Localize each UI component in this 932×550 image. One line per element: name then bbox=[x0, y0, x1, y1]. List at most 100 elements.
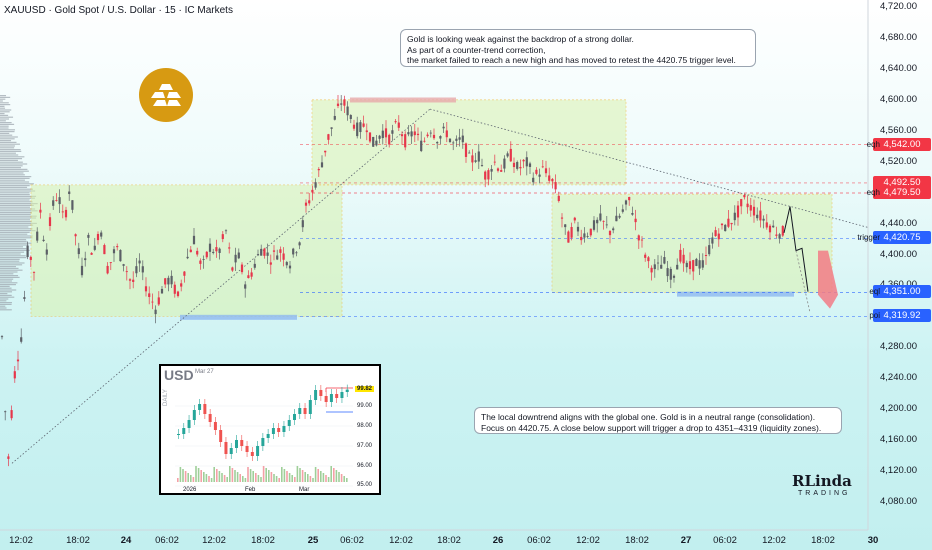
volume-profile-bar bbox=[0, 302, 12, 304]
volume-profile-bar bbox=[0, 168, 28, 170]
candle-body bbox=[45, 249, 48, 255]
inset-candle-body bbox=[287, 420, 291, 426]
inset-volume-bar bbox=[192, 477, 195, 482]
volume-profile-bar bbox=[0, 204, 34, 206]
volume-profile-bar bbox=[0, 253, 21, 255]
volume-profile-bar bbox=[0, 192, 30, 194]
x-tick-label: 26 bbox=[492, 535, 504, 546]
volume-profile-bar bbox=[0, 213, 31, 215]
candle-body bbox=[247, 275, 250, 279]
candle-body bbox=[276, 255, 279, 260]
x-tick-label: 12:02 bbox=[762, 535, 786, 546]
inset-candle-body bbox=[256, 446, 260, 456]
candle-body bbox=[624, 200, 628, 205]
inset-volume-bar bbox=[210, 478, 213, 482]
inset-candle-body bbox=[224, 442, 228, 454]
inset-volume-bar bbox=[262, 466, 265, 482]
candle-body bbox=[48, 217, 52, 226]
inset-volume-bar bbox=[286, 471, 288, 482]
candle-body bbox=[250, 272, 253, 277]
candle-body bbox=[704, 255, 708, 257]
volume-profile-bar bbox=[0, 161, 23, 163]
candle-body bbox=[125, 271, 128, 273]
volume-profile-bar bbox=[0, 266, 16, 268]
volume-profile-bar bbox=[0, 235, 33, 237]
candle-body bbox=[160, 288, 164, 294]
volume-profile-bar bbox=[0, 138, 15, 140]
candle-body bbox=[407, 132, 410, 135]
x-tick-label: 27 bbox=[680, 535, 692, 546]
y-tick-label: 4,360.00 bbox=[880, 279, 917, 290]
candle-body bbox=[493, 161, 496, 163]
candle-body bbox=[0, 336, 4, 338]
volume-profile-bar bbox=[0, 129, 16, 131]
candle-body bbox=[317, 169, 320, 171]
x-tick-label: 18:02 bbox=[437, 535, 461, 546]
candle-body bbox=[240, 264, 244, 273]
price-tag: 4,492.50 bbox=[873, 175, 931, 189]
candle-body bbox=[282, 253, 285, 260]
candle-body bbox=[480, 165, 484, 166]
volume-profile-bar bbox=[0, 212, 32, 214]
candle-body bbox=[106, 265, 109, 274]
inset-volume-bar bbox=[231, 468, 234, 482]
inset-volume-bar bbox=[268, 470, 270, 482]
volume-profile-bar bbox=[0, 111, 10, 113]
candle-body bbox=[23, 297, 26, 299]
volume-profile-bar bbox=[0, 159, 18, 161]
candle-body bbox=[298, 242, 301, 246]
bearish-arrow bbox=[818, 250, 838, 309]
volume-profile-bar bbox=[0, 158, 23, 160]
inset-volume-bar bbox=[340, 474, 343, 482]
candle-body bbox=[333, 115, 336, 120]
volume-profile-bar bbox=[0, 201, 33, 203]
candle-body bbox=[714, 230, 717, 237]
inset-candle-body bbox=[303, 408, 307, 414]
candle-body bbox=[589, 228, 592, 236]
candle-body bbox=[618, 215, 621, 218]
candle-body bbox=[212, 251, 215, 253]
volume-profile-bar bbox=[0, 194, 30, 196]
inset-candle-body bbox=[319, 390, 323, 396]
volume-profile-bar bbox=[0, 267, 19, 269]
candle-body bbox=[500, 170, 503, 172]
candle-body bbox=[685, 262, 688, 268]
volume-profile-bar bbox=[0, 251, 25, 253]
candle-body bbox=[730, 222, 733, 225]
candle-body bbox=[26, 245, 29, 258]
volume-profile-bar bbox=[0, 255, 26, 257]
candle-body bbox=[55, 200, 58, 201]
candle-body bbox=[423, 140, 426, 142]
candle-body bbox=[746, 203, 749, 208]
candle-body bbox=[740, 199, 743, 207]
inset-volume-bar bbox=[330, 466, 332, 482]
candle-body bbox=[349, 115, 352, 119]
y-tick-label: 4,520.00 bbox=[880, 155, 917, 167]
candle-body bbox=[372, 136, 375, 147]
callout-top: Gold is looking weak against the backdro… bbox=[400, 29, 756, 67]
inset-candle-body bbox=[213, 422, 217, 430]
candle-body bbox=[474, 160, 477, 162]
volume-profile-bar bbox=[0, 240, 27, 242]
volume-profile-bar bbox=[0, 284, 16, 286]
candle-body bbox=[215, 247, 218, 252]
inset-volume-bar bbox=[242, 476, 244, 482]
candle-body bbox=[464, 143, 468, 157]
x-tick-label: 25 bbox=[307, 535, 319, 546]
candle-body bbox=[669, 268, 672, 280]
y-tick-label: 4,120.00 bbox=[880, 465, 917, 477]
volume-profile-bar bbox=[0, 197, 35, 199]
candle-body bbox=[29, 256, 32, 260]
inset-volume-bar bbox=[288, 473, 291, 482]
price-tag: 4,420.75 bbox=[873, 231, 931, 245]
x-tick-label: 18:02 bbox=[625, 535, 649, 546]
candle-body bbox=[10, 410, 13, 419]
x-tick-label: 06:02 bbox=[340, 535, 364, 546]
candle-body bbox=[170, 275, 173, 285]
candle-body bbox=[503, 158, 506, 169]
candle-body bbox=[679, 249, 682, 262]
volume-profile-bar bbox=[0, 165, 23, 167]
candle-body bbox=[141, 266, 144, 273]
